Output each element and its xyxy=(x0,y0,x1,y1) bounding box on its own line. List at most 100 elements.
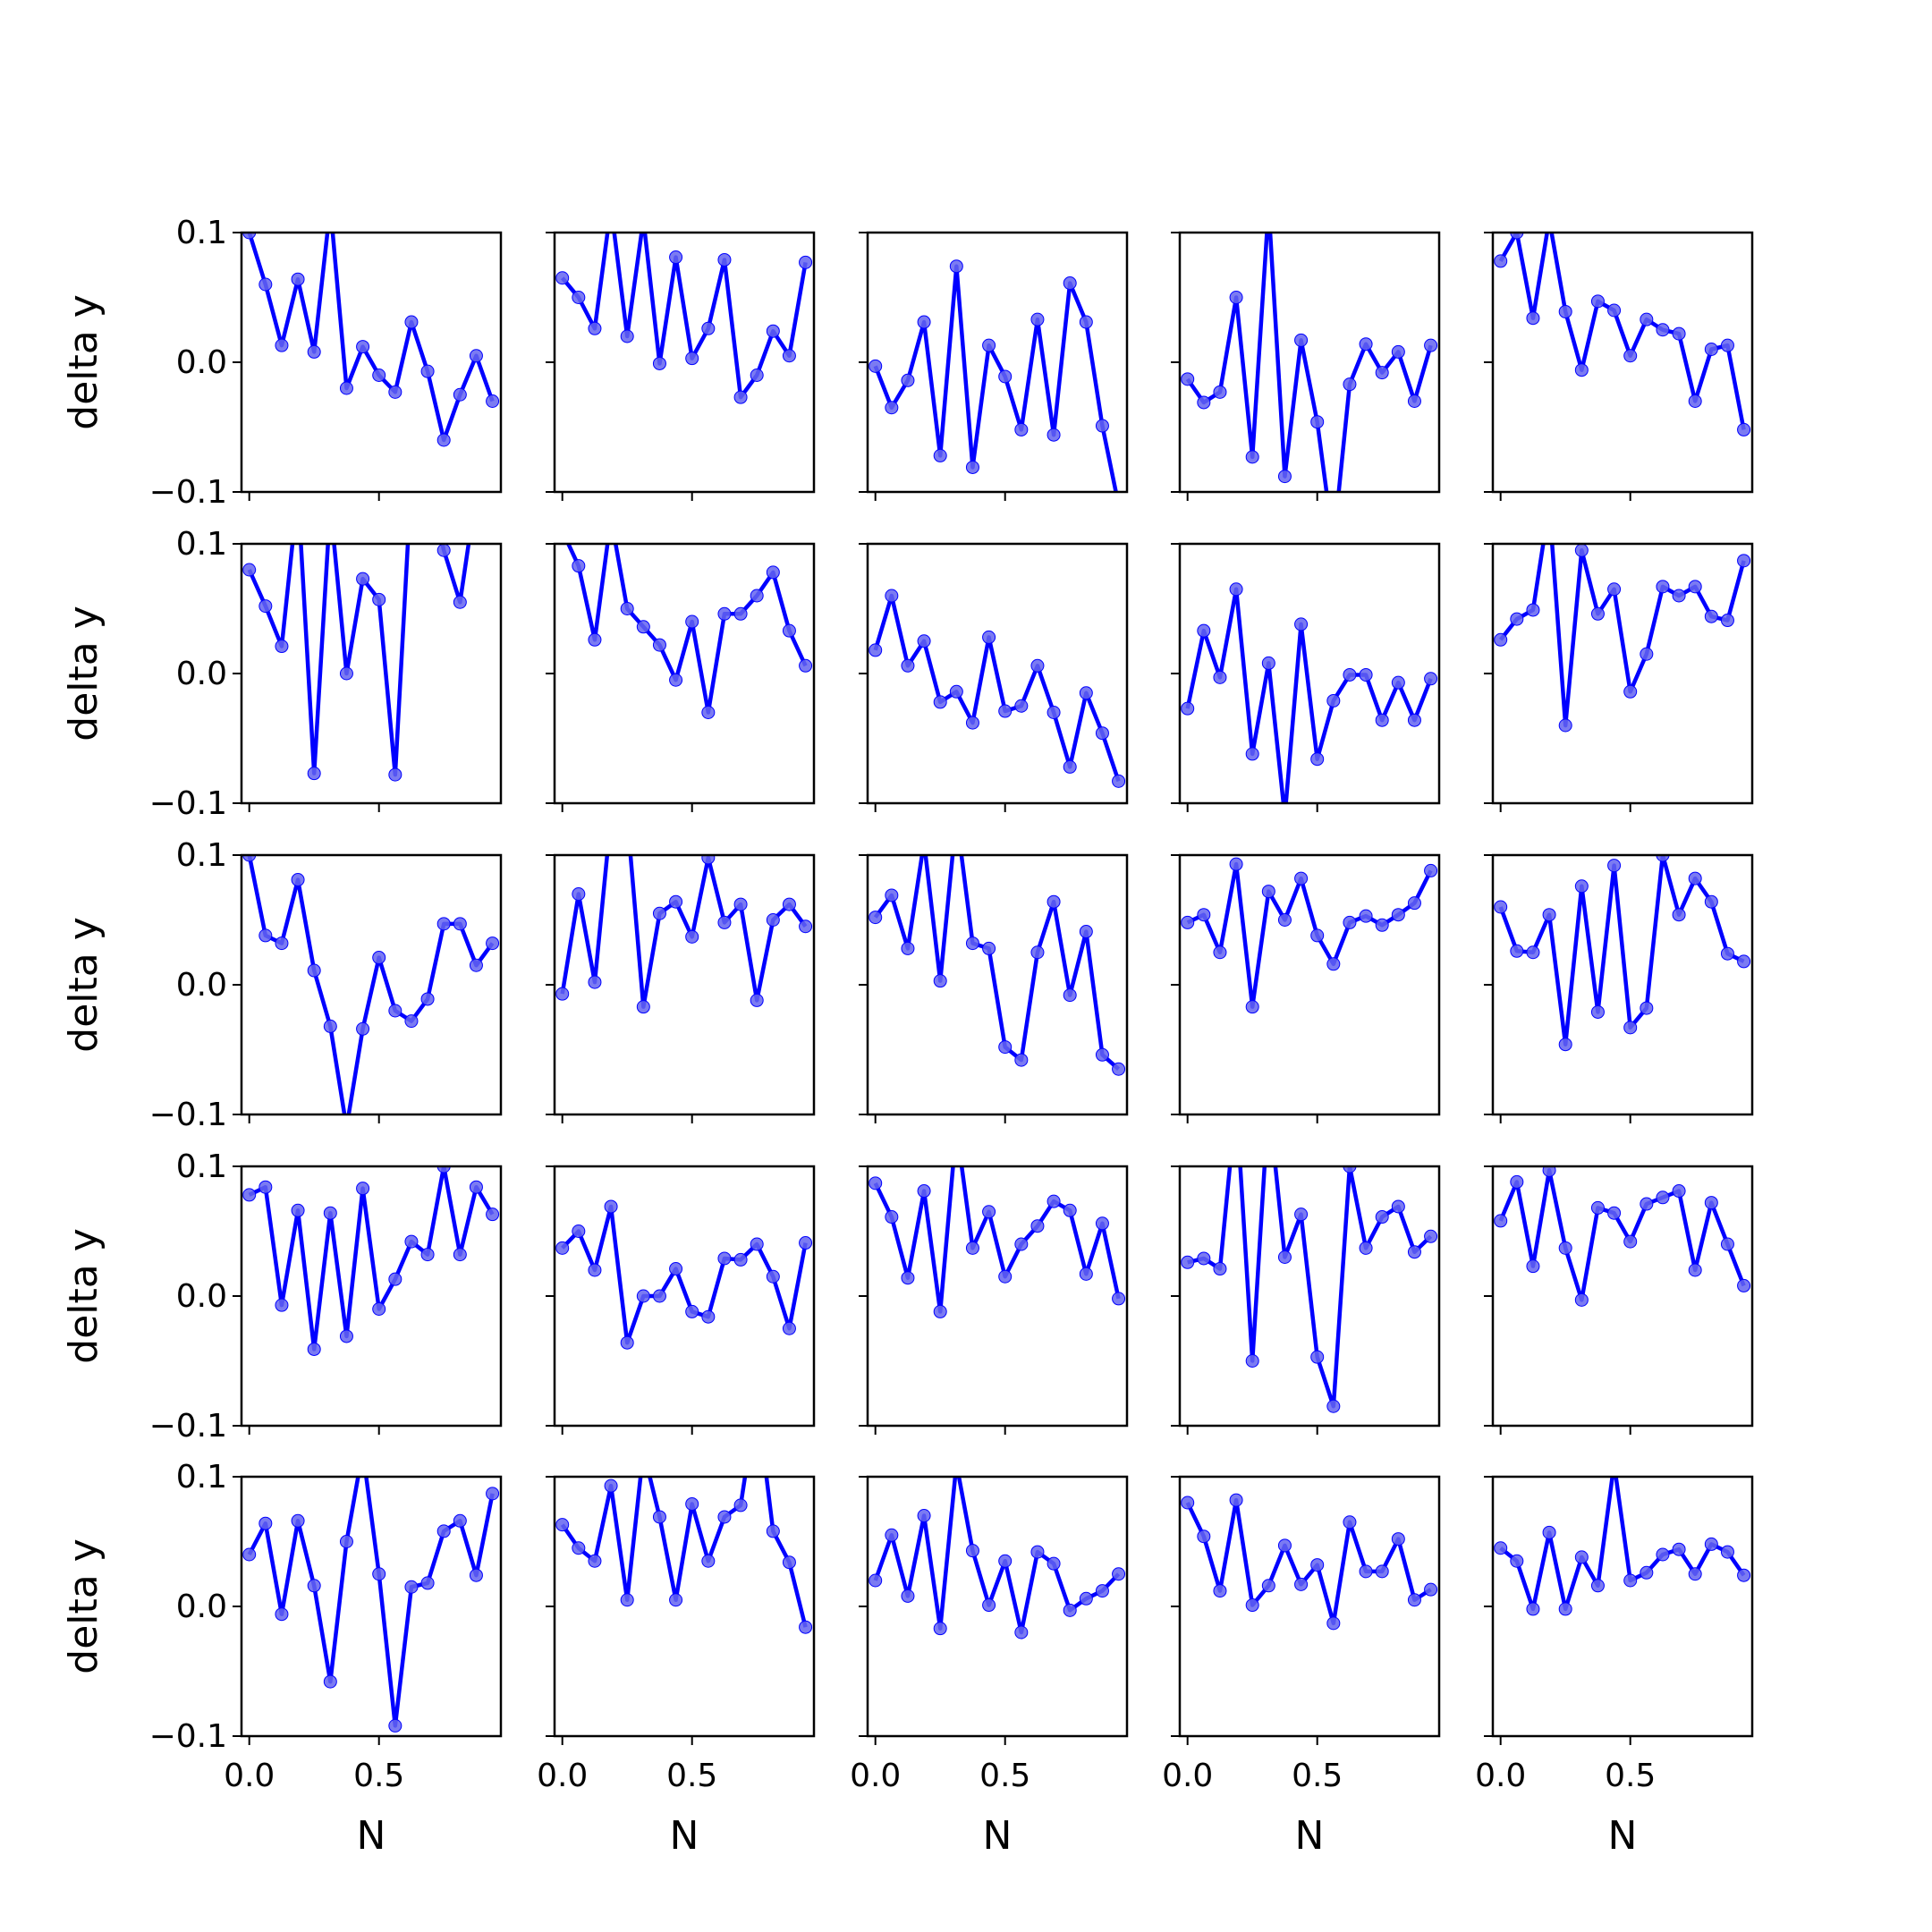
data-point xyxy=(701,1554,716,1568)
data-point xyxy=(933,448,947,462)
data-point xyxy=(637,214,649,226)
data-point xyxy=(1494,900,1508,914)
data-point xyxy=(1046,1194,1061,1208)
data-point xyxy=(1230,1096,1242,1108)
data-point xyxy=(1294,871,1309,886)
axes-frame xyxy=(866,853,1129,1116)
data-point xyxy=(1623,349,1638,363)
data-point xyxy=(1112,1292,1126,1306)
data-point xyxy=(885,401,899,415)
data-point xyxy=(1310,1558,1325,1572)
data-point xyxy=(436,1166,451,1174)
data-point xyxy=(1277,470,1292,484)
data-point xyxy=(620,1335,634,1350)
x-tick-label: 0.0 xyxy=(850,1758,901,1794)
data-point xyxy=(1526,311,1540,326)
data-point xyxy=(1688,871,1702,886)
data-point xyxy=(782,897,796,911)
panel-r4-c5 xyxy=(1484,1165,1754,1435)
data-point xyxy=(324,200,336,213)
x-tick-label: 0.0 xyxy=(224,1758,275,1794)
data-point xyxy=(701,321,716,335)
data-point xyxy=(388,767,402,782)
data-point xyxy=(307,1342,321,1356)
data-point xyxy=(1229,582,1243,597)
data-point xyxy=(1197,623,1211,638)
data-point xyxy=(572,1224,586,1238)
panel-r1-c1: 0.1 0.0 −0.1 delta y xyxy=(61,200,503,511)
data-point xyxy=(1343,915,1357,929)
data-point xyxy=(486,394,500,408)
data-point xyxy=(685,352,699,366)
data-point xyxy=(1672,1184,1686,1199)
panel-r1-c4 xyxy=(1171,200,1441,501)
y-tick-label: 0.0 xyxy=(176,967,227,1004)
data-point xyxy=(1310,928,1325,943)
data-point xyxy=(1737,554,1751,568)
series-line xyxy=(247,233,495,443)
data-point xyxy=(1391,1199,1405,1214)
data-point xyxy=(1063,1603,1077,1617)
data-point xyxy=(685,1304,699,1318)
data-point xyxy=(950,1122,962,1134)
data-point xyxy=(1181,1496,1195,1510)
data-point xyxy=(291,873,305,887)
data-point xyxy=(1672,908,1686,922)
data-point xyxy=(307,767,321,781)
data-point xyxy=(750,589,764,603)
data-point xyxy=(1030,1219,1045,1233)
data-point xyxy=(1656,1191,1670,1205)
data-point xyxy=(1607,303,1622,318)
panel-r4-c4 xyxy=(1171,1096,1441,1435)
data-point xyxy=(339,1535,353,1548)
data-point xyxy=(1326,1616,1341,1631)
x-tick-label: 0.0 xyxy=(1475,1758,1526,1794)
data-point xyxy=(1181,372,1195,386)
data-point xyxy=(869,359,883,373)
data-point xyxy=(750,1237,764,1251)
data-point xyxy=(1704,894,1718,909)
data-point xyxy=(1113,499,1125,512)
data-point xyxy=(1407,713,1421,727)
data-point xyxy=(1558,1602,1572,1616)
panel-r1-c2 xyxy=(546,214,816,501)
panel-r2-c3 xyxy=(859,542,1129,812)
data-point xyxy=(1197,1530,1211,1544)
data-point xyxy=(949,684,963,699)
data-point xyxy=(1213,1584,1227,1598)
data-point xyxy=(782,1321,796,1335)
data-point xyxy=(1510,1174,1524,1189)
data-point xyxy=(357,1445,369,1457)
data-point xyxy=(965,1241,979,1255)
data-point xyxy=(950,1458,962,1470)
data-point xyxy=(275,936,289,951)
data-point xyxy=(1359,1564,1373,1579)
series-line xyxy=(873,264,1118,492)
data-point xyxy=(356,572,370,586)
panel-r2-c5 xyxy=(1484,542,1754,812)
series-line xyxy=(1185,587,1433,803)
data-point xyxy=(307,1579,321,1593)
data-point xyxy=(1424,672,1438,686)
data-point xyxy=(1294,1208,1309,1222)
data-point xyxy=(1046,428,1061,442)
data-point xyxy=(620,1593,634,1607)
data-point xyxy=(1720,946,1734,961)
data-point xyxy=(1261,885,1275,899)
data-point xyxy=(1607,582,1622,597)
axes-frame xyxy=(1178,853,1441,1116)
panel-r4-c2 xyxy=(546,1165,816,1435)
series-line xyxy=(1498,544,1746,728)
data-point xyxy=(1277,1250,1292,1264)
y-axis-label: delta y xyxy=(61,294,106,429)
data-point xyxy=(555,1518,570,1532)
data-point xyxy=(1574,544,1589,557)
data-point xyxy=(1262,200,1275,213)
data-point xyxy=(555,1241,570,1255)
data-point xyxy=(339,666,353,681)
series-line xyxy=(1187,1166,1433,1409)
series-line xyxy=(560,1477,808,1628)
data-point xyxy=(1424,863,1438,877)
